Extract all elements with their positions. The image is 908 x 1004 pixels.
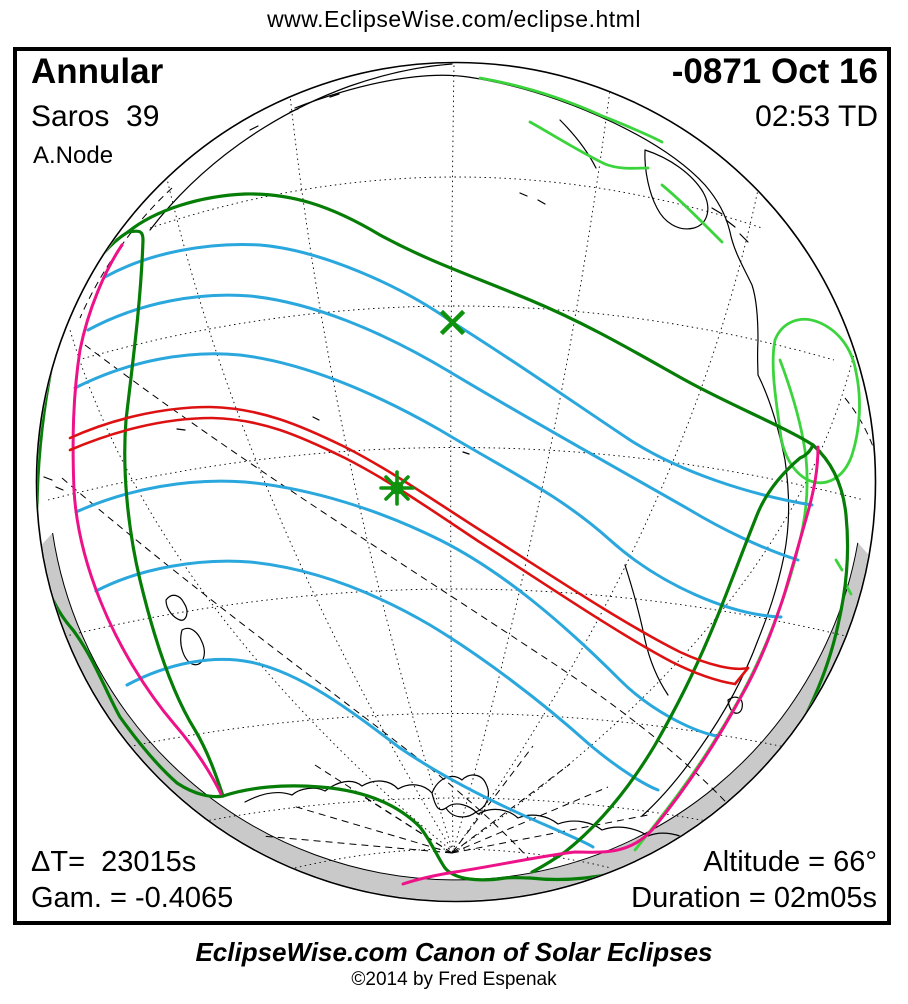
sunrise-sunset-curves — [71, 243, 820, 886]
greatest-duration-marker — [439, 309, 466, 336]
coastlines — [43, 63, 790, 859]
node-label: A.Node — [33, 142, 114, 169]
site-url-text: www.EclipseWise.com/eclipse.html — [267, 6, 641, 32]
greatest-eclipse-marker — [379, 470, 415, 506]
map-frame — [13, 47, 891, 925]
gamma-value: Gam. = -0.4065 — [31, 882, 234, 914]
night-shading — [41, 532, 869, 901]
altitude-value: Altitude = 66° — [703, 846, 877, 878]
eclipse-date: -0871 Oct 16 — [671, 52, 878, 91]
eclipse-type-label: Annular — [31, 52, 164, 91]
graticule — [47, 63, 865, 869]
footer-title: EclipseWise.com Canon of Solar Eclipses — [195, 937, 713, 967]
saros-label: Saros 39 — [31, 100, 160, 133]
footer-copyright: ©2014 by Fred Espenak — [351, 969, 557, 990]
terminator-dashes — [61, 187, 875, 861]
duration-value: Duration = 02m05s — [631, 882, 877, 914]
delta-t-value: ΔT= 23015s — [31, 846, 197, 878]
eclipse-time: 02:53 TD — [755, 100, 878, 133]
central-path — [68, 405, 750, 686]
